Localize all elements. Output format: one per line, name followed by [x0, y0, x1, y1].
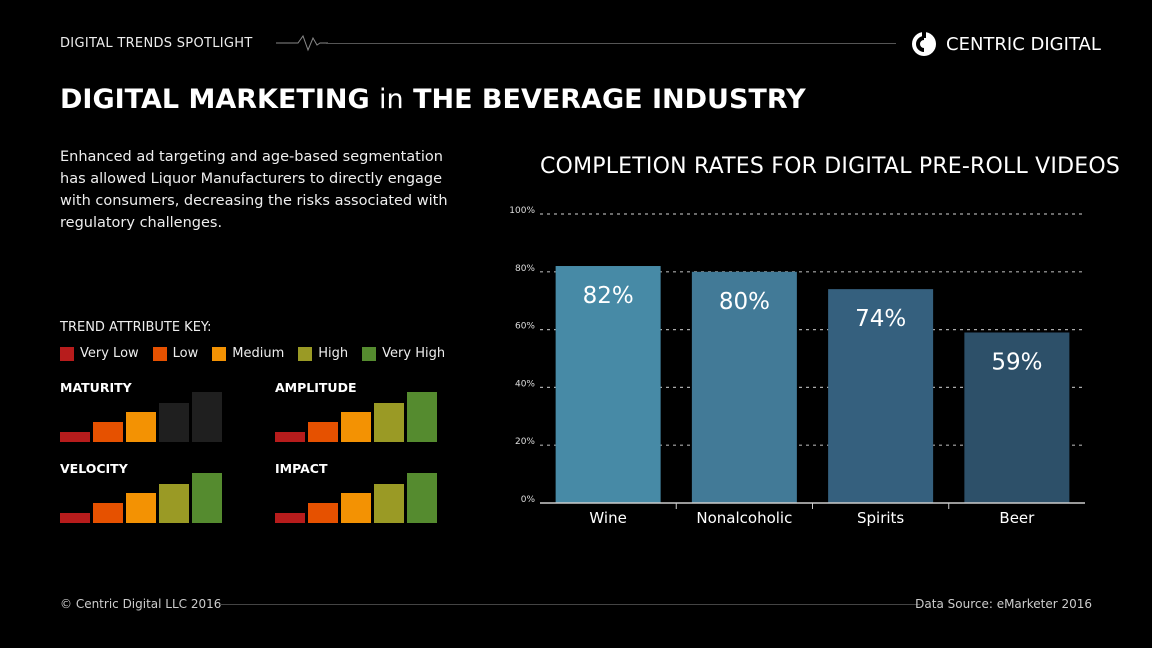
legend-label: Very High [382, 346, 446, 361]
brand-name: CENTRIC DIGITAL [946, 33, 1101, 55]
legend-label: Very Low [80, 346, 139, 361]
page-title: DIGITAL MARKETING in THE BEVERAGE INDUST… [60, 84, 806, 115]
attribute-level-bar [126, 493, 156, 523]
attribute-amplitude: AMPLITUDE [275, 380, 445, 442]
x-tick-label: Wine [589, 509, 626, 527]
kicker: DIGITAL TRENDS SPOTLIGHT [60, 36, 253, 51]
logo-icon [912, 32, 936, 56]
data-label: 59% [991, 349, 1042, 375]
legend-item: Low [152, 346, 199, 361]
attribute-impact: IMPACT [275, 461, 445, 523]
attribute-level-bar [374, 403, 404, 442]
attribute-level-bar [60, 432, 90, 442]
key-title: TREND ATTRIBUTE KEY: [60, 320, 212, 335]
y-tick-label: 20% [515, 437, 535, 447]
bar-wine [555, 266, 661, 503]
attribute-level-bar [407, 392, 437, 442]
attribute-level-bar [374, 484, 404, 523]
attribute-level-bar [60, 513, 90, 523]
attribute-label: MATURITY [60, 380, 132, 395]
attribute-level-bar [275, 432, 305, 442]
brand-logo: CENTRIC DIGITAL [910, 30, 1101, 58]
key-legend: Very Low Low Medium High Very High [60, 346, 445, 361]
legend-label: High [318, 346, 349, 361]
y-tick-label: 0% [521, 495, 536, 505]
bar-beer [964, 332, 1070, 503]
attribute-maturity: MATURITY [60, 380, 230, 442]
attribute-label: IMPACT [275, 461, 328, 476]
bar-nonalcoholic [691, 271, 797, 503]
attribute-level-bar [341, 412, 371, 442]
attribute-level-bar [341, 493, 371, 523]
data-label: 82% [583, 283, 634, 309]
legend-swatch [152, 346, 167, 361]
pulse-icon [276, 34, 328, 52]
y-tick-label: 100% [509, 206, 535, 216]
attribute-label: VELOCITY [60, 461, 128, 476]
attribute-level-bar [159, 403, 189, 442]
x-tick-label: Spirits [857, 509, 904, 527]
x-tick-label: Beer [999, 509, 1035, 527]
data-source: Data Source: eMarketer 2016 [915, 597, 1092, 611]
title-part: THE BEVERAGE INDUSTRY [413, 84, 806, 115]
attribute-level-bar [407, 473, 437, 523]
chart-title: COMPLETION RATES FOR DIGITAL PRE-ROLL VI… [540, 154, 1121, 179]
header-divider [326, 43, 896, 44]
legend-label: Low [172, 346, 199, 361]
title-part: DIGITAL MARKETING [60, 84, 370, 115]
attribute-level-bar [275, 513, 305, 523]
y-tick-label: 80% [515, 264, 535, 274]
attribute-level-bar [93, 503, 123, 523]
attribute-level-bar [192, 392, 222, 442]
y-tick-label: 40% [515, 379, 535, 389]
attribute-velocity: VELOCITY [60, 461, 230, 523]
legend-item: Very Low [60, 346, 139, 361]
attribute-level-bar [308, 503, 338, 523]
legend-item: Very High [362, 346, 445, 361]
legend-swatch [298, 346, 313, 361]
attribute-level-bar [159, 484, 189, 523]
legend-swatch [362, 346, 377, 361]
bar-spirits [828, 289, 934, 503]
legend-item: Medium [212, 346, 284, 361]
legend-item: High [298, 346, 348, 361]
attribute-level-bar [126, 412, 156, 442]
data-label: 74% [855, 306, 906, 332]
attribute-level-bar [192, 473, 222, 523]
data-label: 80% [719, 289, 770, 315]
x-tick-label: Nonalcoholic [696, 509, 792, 527]
footer-divider [220, 604, 920, 605]
y-tick-label: 60% [515, 322, 535, 332]
description: Enhanced ad targeting and age-based segm… [60, 149, 448, 231]
title-part: in [379, 84, 404, 115]
legend-swatch [212, 346, 227, 361]
attribute-level-bar [93, 422, 123, 442]
attribute-level-bar [308, 422, 338, 442]
legend-swatch [60, 346, 74, 361]
copyright: © Centric Digital LLC 2016 [60, 597, 222, 611]
legend-label: Medium [232, 346, 285, 361]
attribute-label: AMPLITUDE [275, 380, 357, 395]
